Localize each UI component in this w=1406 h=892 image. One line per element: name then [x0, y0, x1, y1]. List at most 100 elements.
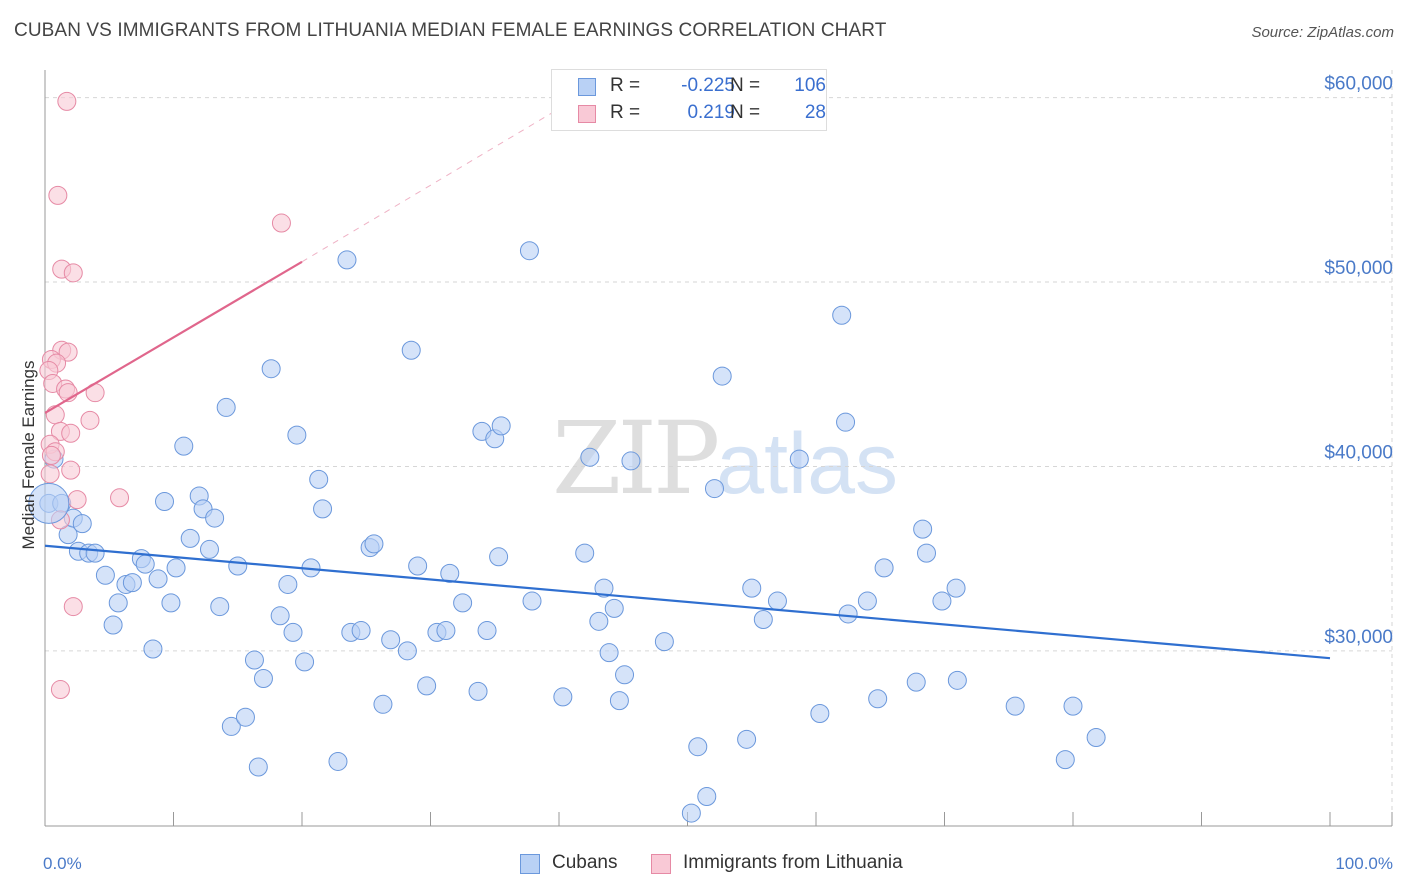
- point-cubans: [313, 499, 333, 519]
- point-cubans: [401, 340, 421, 360]
- point-cubans: [135, 554, 155, 574]
- tick-labels: $30,000 $40,000 $50,000 $60,000 0.0% 100.0%: [43, 74, 1393, 873]
- point-lithuania: [63, 597, 83, 617]
- point-cubans: [688, 737, 708, 757]
- legend-r-key: R =: [610, 102, 641, 123]
- point-cubans: [712, 366, 732, 386]
- point-lithuania: [57, 91, 77, 111]
- point-cubans: [753, 609, 773, 629]
- point-cubans: [95, 565, 115, 585]
- point-cubans: [594, 578, 614, 598]
- source-label: Source: ZipAtlas.com: [1251, 24, 1394, 41]
- legend-label-cubans: Cubans: [552, 852, 618, 873]
- point-cubans: [337, 250, 357, 270]
- point-cubans: [108, 593, 128, 613]
- point-cubans: [697, 786, 717, 806]
- point-cubans: [1086, 727, 1106, 747]
- legend-n-key: N =: [730, 102, 761, 123]
- point-cubans: [1005, 696, 1025, 716]
- trend-lines-dashed: [301, 108, 560, 263]
- point-cubans: [599, 643, 619, 663]
- point-cubans: [913, 519, 933, 539]
- point-lithuania: [48, 185, 68, 205]
- point-cubans: [609, 691, 629, 711]
- point-cubans: [453, 593, 473, 613]
- point-cubans: [295, 652, 315, 672]
- point-cubans: [210, 597, 230, 617]
- point-cubans: [789, 449, 809, 469]
- point-cubans: [28, 482, 70, 524]
- point-cubans: [810, 704, 830, 724]
- trend-line-cubans: [44, 544, 1331, 660]
- point-cubans: [180, 528, 200, 548]
- point-cubans: [278, 574, 298, 594]
- legend-r-value: 0.219: [687, 102, 735, 123]
- legend-n-value: 28: [804, 102, 826, 123]
- point-cubans: [832, 305, 852, 325]
- point-cubans: [868, 689, 888, 709]
- point-cubans: [103, 615, 123, 635]
- point-lithuania: [61, 460, 81, 480]
- point-cubans: [148, 569, 168, 589]
- point-cubans: [248, 757, 268, 777]
- series-legend: Cubans Immigrants from Lithuania: [0, 852, 1406, 880]
- point-cubans: [621, 451, 641, 471]
- point-cubans: [589, 611, 609, 631]
- point-cubans: [85, 543, 105, 563]
- point-cubans: [906, 672, 926, 692]
- legend-n-value: 106: [794, 75, 826, 96]
- point-cubans: [477, 621, 497, 641]
- point-cubans: [932, 591, 952, 611]
- point-cubans: [874, 558, 894, 578]
- point-cubans: [381, 630, 401, 650]
- point-cubans: [244, 650, 264, 670]
- point-cubans: [143, 639, 163, 659]
- point-cubans: [575, 543, 595, 563]
- point-lithuania: [61, 423, 81, 443]
- point-lithuania: [80, 410, 100, 430]
- point-cubans: [946, 578, 966, 598]
- y-axis-title: Median Female Earnings: [19, 361, 38, 550]
- point-cubans: [199, 539, 219, 559]
- point-lithuania: [41, 445, 61, 465]
- point-cubans: [261, 359, 281, 379]
- point-cubans: [417, 676, 437, 696]
- y-tick-label: $50,000: [1324, 258, 1393, 279]
- point-cubans: [522, 591, 542, 611]
- point-cubans: [174, 436, 194, 456]
- point-cubans: [857, 591, 877, 611]
- point-cubans: [947, 670, 967, 690]
- x-tick-label: 100.0%: [1335, 854, 1393, 873]
- point-cubans: [1063, 696, 1083, 716]
- point-lithuania: [40, 464, 60, 484]
- point-cubans: [235, 707, 255, 727]
- point-cubans: [468, 681, 488, 701]
- point-cubans: [166, 558, 186, 578]
- point-cubans: [615, 665, 635, 685]
- point-cubans: [767, 591, 787, 611]
- point-cubans: [328, 751, 348, 771]
- legend-swatch-lithuania: [651, 854, 671, 874]
- y-tick-label: $60,000: [1324, 74, 1393, 95]
- point-lithuania: [63, 263, 83, 283]
- point-lithuania: [58, 342, 78, 362]
- legend-r-key: R =: [610, 75, 641, 96]
- point-cubans: [221, 716, 241, 736]
- point-lithuania: [271, 213, 291, 233]
- x-tick-label: 0.0%: [43, 854, 82, 873]
- point-cubans: [408, 556, 428, 576]
- point-cubans: [351, 621, 371, 641]
- point-cubans: [1055, 750, 1075, 770]
- watermark: ZIPatlas: [552, 400, 898, 517]
- point-cubans: [704, 479, 724, 499]
- point-cubans: [364, 534, 384, 554]
- point-cubans: [681, 803, 701, 823]
- chart-title: CUBAN VS IMMIGRANTS FROM LITHUANIA MEDIA…: [14, 20, 887, 41]
- point-cubans: [604, 598, 624, 618]
- legend-swatch-cubans: [520, 854, 540, 874]
- point-cubans: [737, 729, 757, 749]
- point-cubans: [397, 641, 417, 661]
- point-cubans: [283, 622, 303, 642]
- point-cubans: [155, 491, 175, 511]
